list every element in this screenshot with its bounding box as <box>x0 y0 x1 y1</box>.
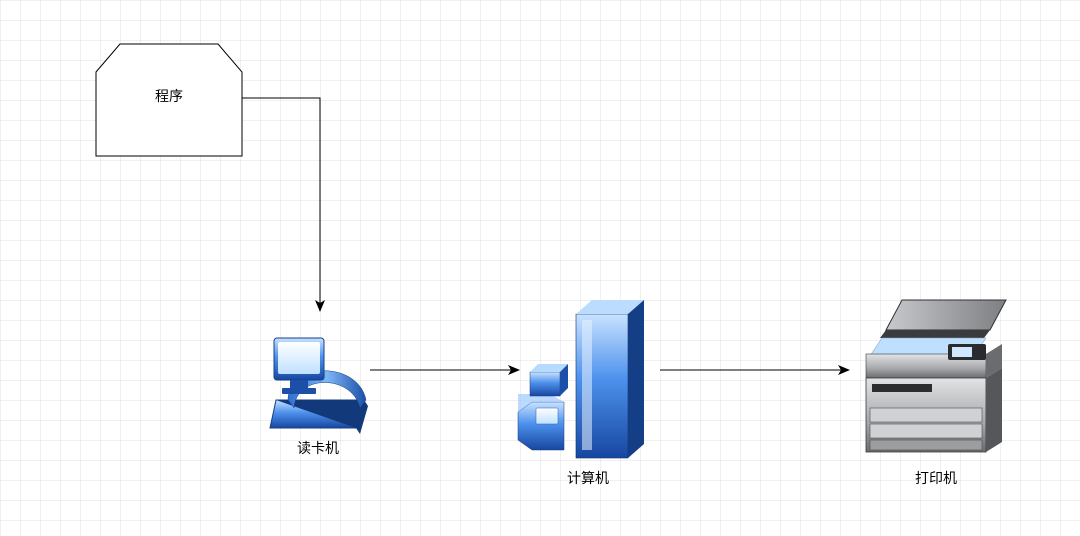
diagram-canvas: 程序 读卡机 计算机 打印机 <box>0 0 1080 536</box>
edge-program-to-cardreader <box>242 98 320 310</box>
node-program-label: 程序 <box>96 86 242 106</box>
edges <box>242 98 848 370</box>
card-reader-icon <box>270 338 368 434</box>
printer-icon <box>866 300 1006 452</box>
node-computer-label: 计算机 <box>518 468 658 488</box>
diagram-svg <box>0 0 1080 536</box>
node-printer-label: 打印机 <box>856 468 1016 488</box>
computer-icon <box>518 300 644 458</box>
node-cardreader-label: 读卡机 <box>268 438 368 458</box>
